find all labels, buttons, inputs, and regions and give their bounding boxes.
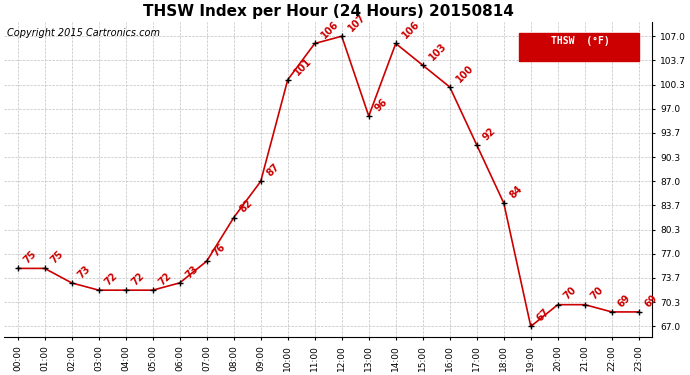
- Text: 75: 75: [22, 249, 39, 266]
- Text: 73: 73: [76, 264, 92, 280]
- Text: THSW  (°F): THSW (°F): [551, 36, 610, 46]
- Text: 67: 67: [535, 307, 551, 324]
- Text: 87: 87: [265, 162, 282, 178]
- Title: THSW Index per Hour (24 Hours) 20150814: THSW Index per Hour (24 Hours) 20150814: [143, 4, 513, 19]
- Text: 106: 106: [319, 20, 340, 41]
- Text: 106: 106: [400, 20, 422, 41]
- Text: 100: 100: [454, 63, 475, 84]
- Text: 84: 84: [508, 184, 524, 200]
- Text: 69: 69: [643, 292, 660, 309]
- Text: 72: 72: [130, 271, 146, 287]
- Text: 70: 70: [589, 285, 606, 302]
- Text: 92: 92: [481, 126, 497, 142]
- Text: 101: 101: [292, 56, 313, 77]
- Text: 96: 96: [373, 97, 390, 113]
- Text: 72: 72: [103, 271, 119, 287]
- Text: 76: 76: [211, 242, 228, 258]
- Text: 82: 82: [238, 198, 255, 215]
- Text: 73: 73: [184, 264, 201, 280]
- Text: 107: 107: [346, 12, 367, 33]
- Text: 75: 75: [49, 249, 66, 266]
- Text: 70: 70: [562, 285, 579, 302]
- Text: 69: 69: [616, 292, 633, 309]
- FancyBboxPatch shape: [520, 33, 640, 61]
- Text: 72: 72: [157, 271, 173, 287]
- Text: Copyright 2015 Cartronics.com: Copyright 2015 Cartronics.com: [8, 28, 160, 38]
- Text: 103: 103: [427, 41, 449, 63]
